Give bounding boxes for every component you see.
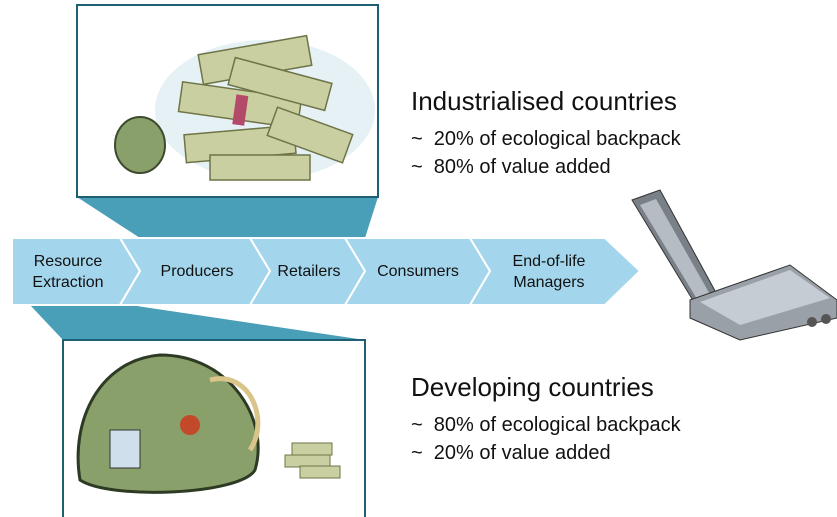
process-step: Consumers bbox=[360, 238, 476, 305]
process-step: Producers bbox=[138, 238, 256, 305]
process-step: Resource Extraction bbox=[12, 238, 124, 305]
section-heading: Industrialised countries bbox=[411, 86, 677, 117]
slide: Resource Extraction Producers Retailers … bbox=[0, 0, 837, 517]
bullet: ~ 80% of value added bbox=[411, 156, 611, 179]
bullet: ~ 20% of ecological backpack bbox=[411, 128, 681, 151]
bullet: ~ 80% of ecological backpack bbox=[411, 414, 681, 437]
top-connector bbox=[77, 197, 378, 238]
bottom-connector bbox=[30, 305, 365, 340]
laptop-image bbox=[632, 190, 837, 340]
process-step: Retailers bbox=[266, 238, 352, 305]
section-heading: Developing countries bbox=[411, 372, 654, 403]
process-step: End-of-life Managers bbox=[488, 238, 610, 305]
bullet: ~ 20% of value added bbox=[411, 442, 611, 465]
